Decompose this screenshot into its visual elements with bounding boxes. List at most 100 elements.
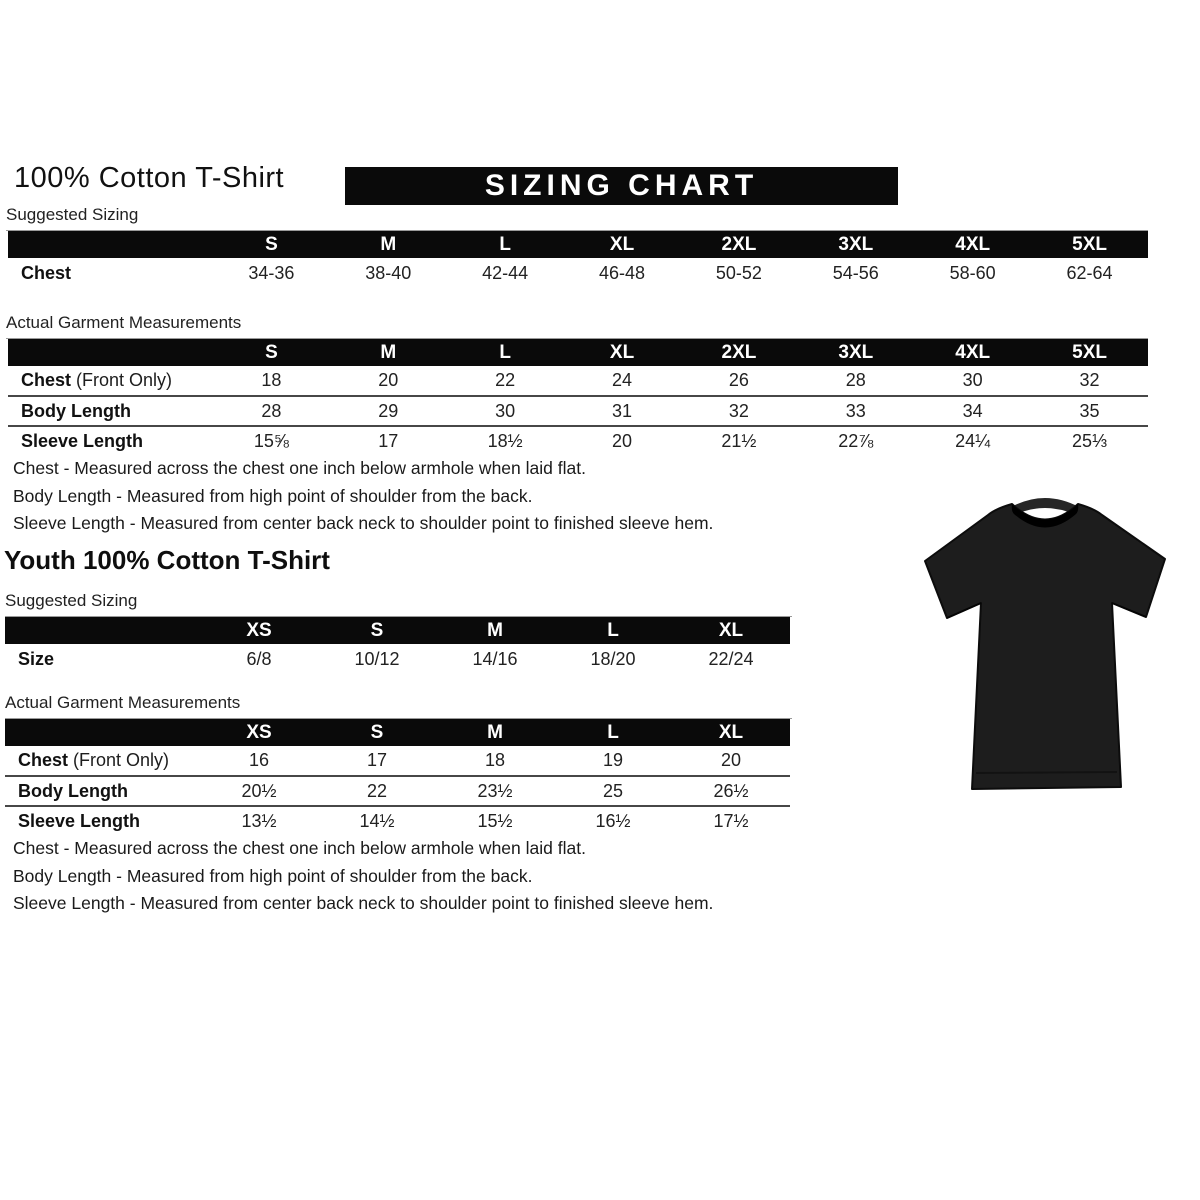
measurement-cell: 29 (378, 400, 399, 421)
measurement-cell: 18/20 (590, 648, 636, 669)
size-column-header: 5XL (1031, 231, 1148, 258)
measurement-note: Sleeve Length - Measured from center bac… (13, 893, 714, 913)
youth-product-title: Youth 100% Cotton T-Shirt (4, 545, 330, 575)
adult-actual-heading: Actual Garment Measurements (6, 313, 1148, 339)
size-column-header: L (446, 339, 564, 366)
measurement-cell: 20 (612, 431, 633, 451)
measurement-note: Sleeve Length - Measured from center bac… (13, 513, 714, 533)
row-label: Body Length (21, 400, 131, 421)
measurement-cell: 34-36 (248, 262, 295, 283)
size-column-header: S (318, 617, 436, 644)
size-column-header: 3XL (797, 339, 915, 366)
adult-suggested-table: S M L XL 2XL 3XL 4XL 5XL Chest 34-36 38-40 42-44 46-… (8, 231, 1148, 288)
youth-measurement-notes: Chest - Measured across the chest one in… (13, 839, 713, 922)
measurement-cell: 26½ (713, 780, 749, 801)
size-column-header: 3XL (797, 231, 915, 258)
measurement-cell: 22⅞ (838, 431, 874, 451)
measurement-cell: 28 (845, 370, 866, 390)
size-column-header: 4XL (914, 339, 1032, 366)
measurement-cell: 26 (728, 370, 749, 390)
measurement-cell: 15⅝ (253, 431, 289, 451)
measurement-cell: 22/24 (708, 648, 754, 669)
size-column-header: XS (200, 617, 318, 644)
size-column-header: XL (563, 339, 681, 366)
row-label: Sleeve Length (21, 431, 144, 451)
table-row: Body Length 20½ 22 23½ 25 26½ (5, 776, 790, 806)
size-column-header: 2XL (680, 231, 798, 258)
measurement-cell: 14½ (359, 811, 395, 831)
measurement-cell: 28 (261, 400, 282, 421)
table-corner (8, 339, 213, 366)
measurement-cell: 22 (366, 780, 388, 801)
measurement-cell: 18½ (487, 431, 523, 451)
size-column-header: S (318, 719, 436, 746)
measurement-cell: 25 (602, 780, 624, 801)
tshirt-image (924, 498, 1166, 790)
measurement-cell: 18 (484, 750, 506, 770)
measurement-cell: 33 (845, 400, 866, 421)
measurement-cell: 21½ (721, 431, 757, 451)
measurement-note: Chest - Measured across the chest one in… (13, 458, 586, 478)
measurement-cell: 6/8 (246, 648, 272, 669)
size-column-header: S (213, 231, 330, 258)
size-column-header: L (554, 719, 672, 746)
size-column-header: S (213, 339, 330, 366)
measurement-cell: 15½ (477, 811, 513, 831)
row-label: Chest (Front Only) (18, 750, 170, 770)
measurement-cell: 20½ (241, 780, 277, 801)
table-row: Body Length 28 29 30 31 32 33 34 35 (8, 396, 1148, 426)
measurement-note: Body Length - Measured from high point o… (13, 865, 533, 886)
adult-suggested-heading: Suggested Sizing (6, 205, 1148, 231)
size-column-header: XL (672, 719, 790, 746)
measurement-cell: 42-44 (482, 262, 529, 283)
size-column-header: 2XL (680, 339, 798, 366)
measurement-cell: 38-40 (365, 262, 412, 283)
youth-suggested-table: XS S M L XL Size 6/8 10/12 14/16 18/20 22/24 (5, 617, 790, 674)
youth-actual-heading: Actual Garment Measurements (5, 693, 792, 719)
measurement-cell: 13½ (241, 811, 277, 831)
measurement-cell: 17½ (713, 811, 749, 831)
measurement-cell: 35 (1079, 400, 1100, 421)
measurement-cell: 16½ (595, 811, 631, 831)
measurement-cell: 25⅓ (1072, 431, 1108, 451)
table-row: Sleeve Length 13½ 14½ 15½ 16½ 17½ (5, 806, 790, 836)
row-label: Size (18, 648, 55, 669)
row-label: Sleeve Length (18, 811, 141, 831)
youth-actual-table: XS S M L XL Chest (Front Only) 16 17 18 19 20 Body … (5, 719, 790, 836)
size-column-header: M (436, 719, 554, 746)
measurement-note: Body Length - Measured from high point o… (13, 485, 533, 506)
measurement-cell: 62-64 (1066, 262, 1113, 283)
measurement-cell: 20 (720, 750, 742, 770)
measurement-cell: 31 (612, 400, 633, 421)
adult-actual-table: S M L XL 2XL 3XL 4XL 5XL Chest (Front Only) 18 20 2… (8, 339, 1148, 456)
size-column-header: 4XL (914, 231, 1032, 258)
size-column-header: L (446, 231, 564, 258)
measurement-cell: 14/16 (472, 648, 518, 669)
table-corner (5, 719, 200, 746)
measurement-cell: 22 (495, 370, 516, 390)
row-label: Chest (21, 262, 72, 283)
measurement-note: Chest - Measured across the chest one in… (13, 838, 586, 858)
size-column-header: M (329, 339, 447, 366)
row-label: Body Length (18, 780, 128, 801)
measurement-cell: 54-56 (832, 262, 879, 283)
row-label: Chest (Front Only) (21, 370, 173, 390)
measurement-cell: 58-60 (949, 262, 996, 283)
measurement-cell: 20 (378, 370, 399, 390)
table-corner (8, 231, 213, 258)
table-row: Chest 34-36 38-40 42-44 46-48 50-52 54-56 58-60… (8, 258, 1148, 288)
measurement-cell: 46-48 (599, 262, 646, 283)
table-row: Chest (Front Only) 18 20 22 24 26 28 30 32 (8, 366, 1148, 396)
measurement-cell: 30 (495, 400, 516, 421)
adult-product-title: 100% Cotton T-Shirt (14, 162, 285, 194)
size-column-header: M (329, 231, 447, 258)
measurement-cell: 17 (366, 750, 388, 770)
measurement-cell: 24 (612, 370, 633, 390)
measurement-cell: 19 (602, 750, 624, 770)
table-row: Sleeve Length 15⅝ 17 18½ 20 21½ 22⅞ 24¼ 25⅓ (8, 426, 1148, 456)
measurement-cell: 18 (261, 370, 282, 390)
measurement-cell: 32 (1079, 370, 1100, 390)
size-column-header: XS (200, 719, 318, 746)
measurement-cell: 10/12 (354, 648, 400, 669)
